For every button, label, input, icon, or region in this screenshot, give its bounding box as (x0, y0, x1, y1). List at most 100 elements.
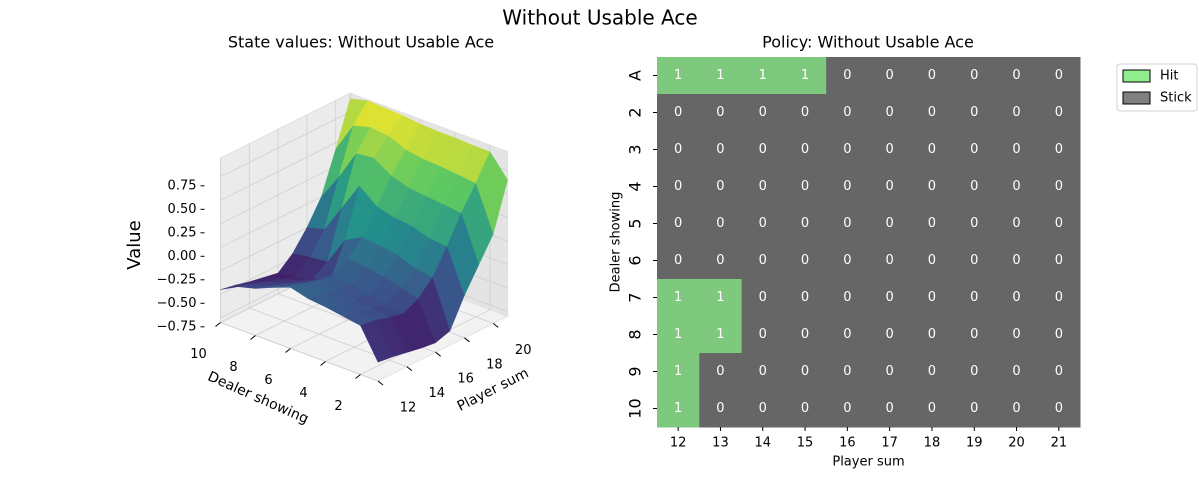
heatmap-cell (699, 279, 743, 317)
cell-label: 0 (716, 142, 724, 157)
y-tick-label: 9 (626, 366, 645, 376)
heatmap-cell (699, 390, 743, 428)
cell-label: 0 (801, 105, 809, 120)
cell-label: 0 (886, 179, 894, 194)
y-tick-label: 8 (626, 329, 645, 339)
heatmap-cell (995, 390, 1039, 428)
y-tick (215, 322, 221, 327)
cell-label: 0 (674, 216, 682, 231)
heatmap-cell (953, 94, 996, 132)
heatmap-cell (699, 57, 743, 95)
cell-label: 0 (801, 364, 809, 379)
heatmap-cell (741, 390, 785, 428)
heatmap-cell (910, 242, 954, 280)
x-tick-label: 18 (486, 357, 503, 372)
cell-label: 0 (928, 364, 936, 379)
cell-label: 0 (801, 327, 809, 342)
surface-title: State values: Without Usable Ace (228, 33, 494, 52)
heatmap-cell (953, 131, 996, 169)
cell-label: 0 (1012, 216, 1020, 231)
heatmap-cell (868, 57, 912, 95)
heatmap-cell (741, 353, 785, 391)
cell-label: 0 (759, 290, 767, 305)
legend-swatch (1122, 91, 1151, 105)
heatmap-cell (699, 168, 743, 206)
heatmap-cell (1037, 279, 1081, 317)
x-tick-label: 19 (966, 436, 983, 451)
heatmap-cell (826, 242, 869, 280)
cell-label: 0 (1055, 179, 1063, 194)
heatmap-cell (657, 57, 700, 95)
legend-label: Stick (1160, 91, 1192, 106)
cell-label: 0 (674, 253, 682, 268)
heatmap-cell (657, 205, 700, 243)
heatmap-cell (868, 242, 912, 280)
cell-label: 0 (928, 105, 936, 120)
cell-label: 0 (928, 253, 936, 268)
y-tick-label: 10 (190, 347, 207, 362)
heatmap-cell (953, 168, 996, 206)
cell-label: 0 (759, 253, 767, 268)
cell-label: 0 (928, 179, 936, 194)
grid-line (220, 111, 351, 178)
cell-label: 0 (716, 364, 724, 379)
y-tick-label: 3 (626, 144, 645, 154)
cell-label: 0 (801, 290, 809, 305)
x-tick-label: 17 (881, 436, 898, 451)
cell-label: 0 (843, 401, 851, 416)
cell-label: 0 (1012, 364, 1020, 379)
heatmap-cell (699, 316, 743, 354)
heatmap-cell (783, 131, 827, 169)
y-tick-label: 10 (626, 398, 645, 418)
heatmap-cell (783, 205, 827, 243)
heatmap-cell (910, 353, 954, 391)
z-tick-label: −0.75 (157, 319, 197, 334)
heatmap-cell (910, 316, 954, 354)
cell-label: 0 (1012, 105, 1020, 120)
heatmap-cell (868, 205, 912, 243)
heatmap-cell (826, 94, 869, 132)
heatmap-cell (741, 131, 785, 169)
cell-label: 0 (886, 142, 894, 157)
cell-label: 1 (716, 68, 724, 83)
y-tick-label: 6 (626, 255, 645, 265)
heatmap-cell (657, 131, 700, 169)
surface-cell (360, 320, 393, 363)
cell-label: 0 (1055, 105, 1063, 120)
cell-label: 0 (886, 401, 894, 416)
heatmap-cell (995, 353, 1039, 391)
cell-label: 0 (886, 105, 894, 120)
heatmap-cell (953, 316, 996, 354)
x-tick-label: 20 (515, 343, 532, 358)
y-tick-label: 5 (626, 218, 645, 228)
cell-label: 0 (843, 364, 851, 379)
heatmap-cell (953, 353, 996, 391)
cell-label: 0 (716, 105, 724, 120)
heatmap-cell (953, 242, 996, 280)
cell-label: 0 (801, 142, 809, 157)
surface-plot: 12 14 16 18 20 2 4 6 8 10 −0.75 −0.50 −0.25 0.00 0.25 0… (124, 92, 532, 427)
x-tick-label: 12 (670, 436, 687, 451)
cell-label: 1 (716, 327, 724, 342)
cell-label: 0 (886, 216, 894, 231)
cell-label: 0 (759, 105, 767, 120)
heatmap-cell (783, 168, 827, 206)
cell-label: 0 (970, 179, 978, 194)
cell-label: 0 (1055, 216, 1063, 231)
y-tick-label: 8 (229, 360, 237, 375)
heatmap-cell (657, 279, 700, 317)
cell-label: 0 (970, 401, 978, 416)
cell-label: 0 (970, 290, 978, 305)
cell-label: 1 (801, 68, 809, 83)
cell-label: 0 (970, 364, 978, 379)
z-tick-label: 0.25 (168, 225, 197, 240)
heatmap-cell (995, 205, 1039, 243)
x-tick (492, 323, 499, 328)
heatmap-cell (783, 390, 827, 428)
x-tick (377, 380, 384, 386)
grid-line (220, 135, 351, 201)
y-tick-label: A (626, 70, 645, 81)
x-tick-label: 21 (1051, 436, 1068, 451)
y-tick-label: 7 (626, 292, 645, 302)
cell-label: 0 (928, 327, 936, 342)
